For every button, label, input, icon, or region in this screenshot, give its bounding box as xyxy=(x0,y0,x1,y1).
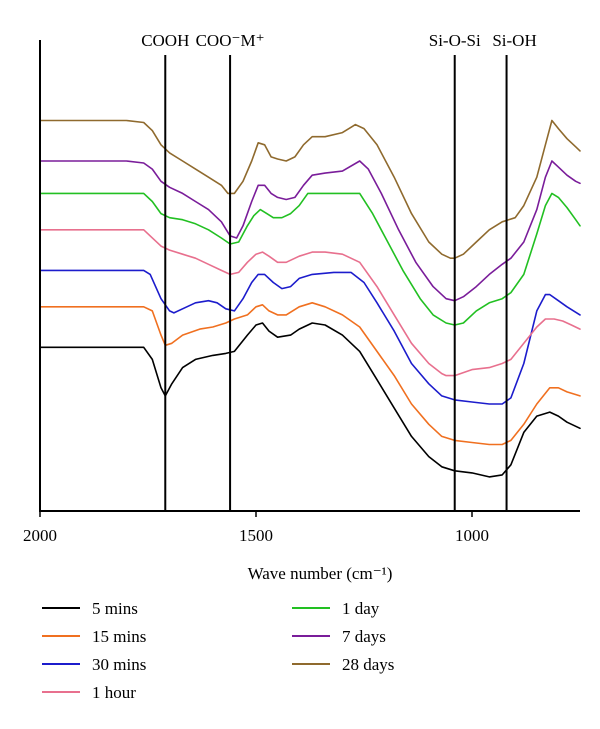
series-line-3 xyxy=(39,229,581,377)
annotation-label-0: COOH xyxy=(141,31,189,50)
legend-label-6: 28 days xyxy=(342,655,394,674)
series-line-5 xyxy=(39,160,581,302)
x-ticks: 2000 1500 1000 xyxy=(23,511,489,545)
annotation-label-1: COO⁻M⁺ xyxy=(196,31,265,50)
legend-label-4: 1 day xyxy=(342,599,380,618)
annotation-label-3: Si-OH xyxy=(492,31,536,50)
axes: 2000 1500 1000 Wave number (cm⁻¹) xyxy=(23,40,580,583)
series-line-0 xyxy=(39,322,581,478)
x-tick-label-0: 2000 xyxy=(23,526,57,545)
annotation-label-2: Si-O-Si xyxy=(429,31,481,50)
series-line-2 xyxy=(39,269,581,405)
legend-label-3: 1 hour xyxy=(92,683,136,702)
x-tick-label-2: 1000 xyxy=(455,526,489,545)
x-tick-label-1: 1500 xyxy=(239,526,273,545)
x-axis-label: Wave number (cm⁻¹) xyxy=(248,564,393,583)
legend-label-2: 30 mins xyxy=(92,655,146,674)
series-line-4 xyxy=(39,192,581,326)
legend: 5 mins 15 mins 30 mins 1 hour 1 day 7 days 28 … xyxy=(42,599,394,702)
legend-label-0: 5 mins xyxy=(92,599,138,618)
series-line-6 xyxy=(39,119,581,259)
annotations: COOH COO⁻M⁺ Si-O-Si Si-OH xyxy=(141,31,537,511)
legend-label-5: 7 days xyxy=(342,627,386,646)
plot-area xyxy=(39,119,581,478)
legend-label-1: 15 mins xyxy=(92,627,146,646)
